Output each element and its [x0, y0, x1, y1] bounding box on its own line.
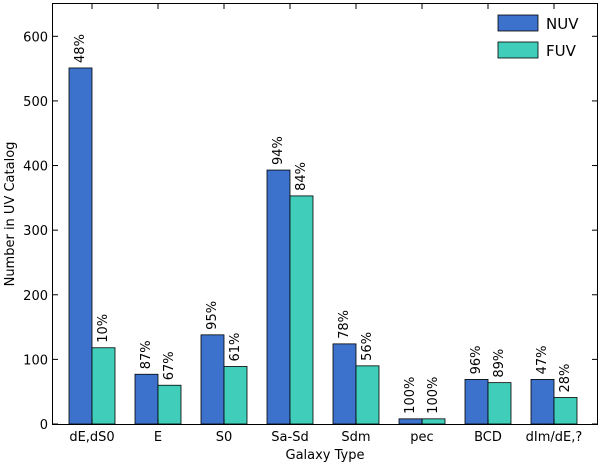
- bar-nuv-4: [332, 343, 357, 425]
- x-tick-label-1: E: [154, 430, 162, 445]
- data-label-nuv-3: 94%: [271, 136, 286, 165]
- x-tick-label-4: Sdm: [341, 430, 370, 445]
- y-tick-label-3: 300: [23, 224, 48, 239]
- bar-fuv-2: [223, 366, 248, 425]
- y-tick-label-6: 600: [23, 30, 48, 45]
- bar-fuv-7: [553, 397, 578, 425]
- bar-fuv-6: [487, 382, 512, 425]
- y-tick-label-1: 100: [23, 353, 48, 368]
- axis-ticks-layer: 0 100 200 300 400 500 600 dE,dS0 E S0 Sa-Sd Sdm pec B…: [23, 4, 597, 445]
- data-label-nuv-5: 100%: [403, 377, 418, 414]
- legend-label-fuv: FUV: [546, 42, 577, 60]
- data-label-fuv-3: 84%: [294, 162, 309, 191]
- legend: NUV FUV: [497, 14, 579, 60]
- bar-fuv-5: [421, 418, 446, 425]
- data-label-fuv-0: 10%: [96, 314, 111, 343]
- data-label-fuv-5: 100%: [426, 377, 441, 414]
- bar-labels-layer: 48% 87% 95% 94% 78% 100% 96% 47% 10% 67% 61% 84% 56%…: [73, 34, 573, 414]
- bar-nuv-0: [68, 67, 93, 425]
- data-label-nuv-1: 87%: [139, 340, 154, 369]
- data-label-nuv-2: 95%: [205, 301, 220, 330]
- y-tick-label-5: 500: [23, 95, 48, 110]
- bar-nuv-5: [398, 418, 423, 425]
- bars-layer: [68, 67, 578, 425]
- bar-fuv-4: [355, 365, 380, 425]
- x-tick-label-3: Sa-Sd: [271, 430, 308, 445]
- data-label-fuv-7: 28%: [558, 364, 573, 393]
- y-tick-label-2: 200: [23, 289, 48, 304]
- legend-swatch-nuv: [497, 14, 539, 32]
- x-axis-label: Galaxy Type: [286, 448, 365, 463]
- data-label-fuv-2: 61%: [228, 333, 243, 362]
- data-label-nuv-0: 48%: [73, 34, 88, 63]
- legend-swatch-fuv: [497, 41, 539, 59]
- y-axis-label: Number in UV Catalog: [3, 142, 18, 287]
- data-label-nuv-4: 78%: [337, 310, 352, 339]
- y-tick-label-0: 0: [40, 418, 48, 433]
- data-label-nuv-7: 47%: [535, 346, 550, 375]
- bar-fuv-0: [91, 347, 116, 425]
- plot-frame: [52, 3, 598, 425]
- data-label-nuv-6: 96%: [469, 346, 484, 375]
- bar-nuv-7: [530, 379, 555, 425]
- bar-nuv-1: [134, 373, 159, 425]
- y-tick-label-4: 400: [23, 160, 48, 175]
- x-tick-label-0: dE,dS0: [69, 430, 114, 445]
- bar-nuv-3: [266, 169, 291, 425]
- bar-nuv-2: [200, 334, 225, 425]
- x-tick-label-5: pec: [410, 430, 433, 445]
- data-label-fuv-1: 67%: [162, 351, 177, 380]
- x-tick-label-2: S0: [216, 430, 233, 445]
- x-tick-label-6: BCD: [474, 430, 502, 445]
- bar-fuv-3: [289, 195, 314, 425]
- x-tick-label-7: dIm/dE,?: [526, 430, 583, 445]
- data-label-fuv-4: 56%: [360, 332, 375, 361]
- legend-label-nuv: NUV: [546, 15, 579, 33]
- bar-nuv-6: [464, 379, 489, 425]
- data-label-fuv-6: 89%: [492, 349, 507, 378]
- bar-fuv-1: [157, 384, 182, 425]
